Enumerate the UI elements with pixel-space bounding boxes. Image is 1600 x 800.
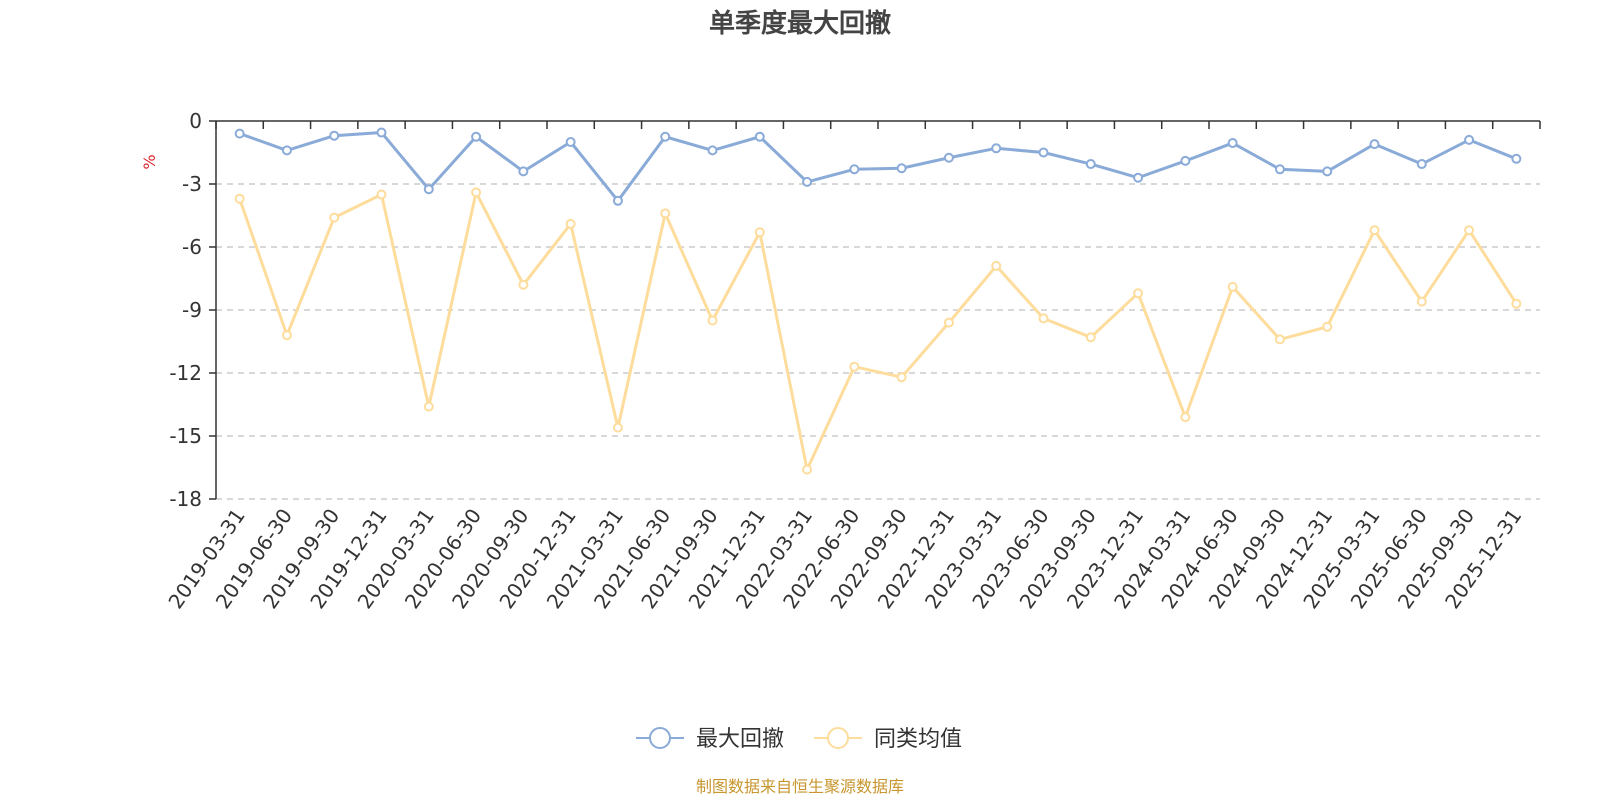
data-point bbox=[660, 131, 671, 142]
y-tick-label: -18 bbox=[169, 487, 202, 511]
data-point bbox=[471, 187, 482, 198]
y-tick-label: -6 bbox=[182, 235, 202, 259]
y-tick-label: -9 bbox=[182, 298, 202, 322]
data-point bbox=[991, 143, 1002, 154]
data-point bbox=[1274, 334, 1285, 345]
y-tick-label: -3 bbox=[182, 172, 202, 196]
legend-label-max-drawdown: 最大回撤 bbox=[696, 727, 784, 752]
data-point bbox=[281, 330, 292, 341]
data-point bbox=[802, 464, 813, 475]
data-point bbox=[423, 401, 434, 412]
data-point bbox=[1511, 153, 1522, 164]
data-point bbox=[1322, 166, 1333, 177]
data-point bbox=[1133, 172, 1144, 183]
data-point bbox=[471, 131, 482, 142]
data-point bbox=[612, 195, 623, 206]
data-point bbox=[896, 372, 907, 383]
series-line bbox=[238, 190, 1518, 472]
source-note: 制图数据来自恒生聚源数据库 bbox=[696, 777, 904, 796]
legend-marker-max-drawdown bbox=[649, 727, 671, 749]
series-lines bbox=[234, 127, 1522, 475]
axes: 0-3-6-9-12-15-182019-03-312019-06-302019… bbox=[163, 109, 1541, 613]
data-point bbox=[423, 184, 434, 195]
data-point bbox=[1369, 225, 1380, 236]
legend-marker-peer-average bbox=[827, 727, 849, 749]
y-tick-label: -12 bbox=[169, 361, 202, 385]
data-point bbox=[329, 130, 340, 141]
data-point bbox=[1227, 138, 1238, 149]
data-point bbox=[943, 152, 954, 163]
data-point bbox=[991, 260, 1002, 271]
data-point bbox=[849, 164, 860, 175]
data-point bbox=[234, 193, 245, 204]
data-point bbox=[1085, 332, 1096, 343]
data-point bbox=[1180, 155, 1191, 166]
data-point bbox=[565, 137, 576, 147]
data-point bbox=[707, 145, 718, 156]
data-point bbox=[802, 176, 813, 187]
data-point bbox=[1511, 298, 1522, 309]
data-point bbox=[234, 128, 245, 139]
data-point bbox=[1274, 164, 1285, 175]
legend-item-max-drawdown[interactable]: 最大回撤 bbox=[636, 727, 784, 752]
y-tick-label: 0 bbox=[189, 109, 202, 133]
data-point bbox=[1180, 412, 1191, 423]
data-point bbox=[1133, 288, 1144, 299]
chart-title: 单季度最大回撤 bbox=[709, 8, 891, 39]
series-0 bbox=[234, 127, 1522, 206]
data-point bbox=[1038, 313, 1049, 324]
data-point bbox=[1085, 159, 1096, 170]
data-point bbox=[1416, 296, 1427, 307]
data-point bbox=[1464, 225, 1475, 236]
data-point bbox=[943, 317, 954, 328]
data-point bbox=[565, 218, 576, 229]
data-point bbox=[707, 315, 718, 326]
data-point bbox=[754, 131, 765, 142]
data-point bbox=[1464, 134, 1475, 145]
data-point bbox=[376, 189, 387, 200]
data-point bbox=[518, 279, 529, 290]
data-point bbox=[849, 361, 860, 372]
legend[interactable]: 最大回撤 同类均值 bbox=[636, 727, 962, 752]
data-point bbox=[896, 163, 907, 174]
data-point bbox=[1369, 139, 1380, 150]
data-point bbox=[376, 127, 387, 138]
data-point bbox=[281, 145, 292, 156]
y-axis-unit: % bbox=[140, 154, 159, 169]
legend-item-peer-average[interactable]: 同类均值 bbox=[814, 727, 962, 752]
legend-label-peer-average: 同类均值 bbox=[874, 727, 962, 752]
data-point bbox=[612, 422, 623, 433]
data-point bbox=[518, 166, 529, 177]
series-line bbox=[239, 131, 1517, 203]
data-point bbox=[754, 227, 765, 238]
data-point bbox=[1416, 159, 1427, 170]
data-point bbox=[660, 208, 671, 219]
data-point bbox=[1227, 281, 1238, 292]
data-point bbox=[329, 212, 340, 223]
data-point bbox=[1038, 147, 1049, 158]
y-tick-label: -15 bbox=[169, 424, 202, 448]
data-point bbox=[1322, 321, 1333, 332]
series-1 bbox=[234, 187, 1522, 475]
